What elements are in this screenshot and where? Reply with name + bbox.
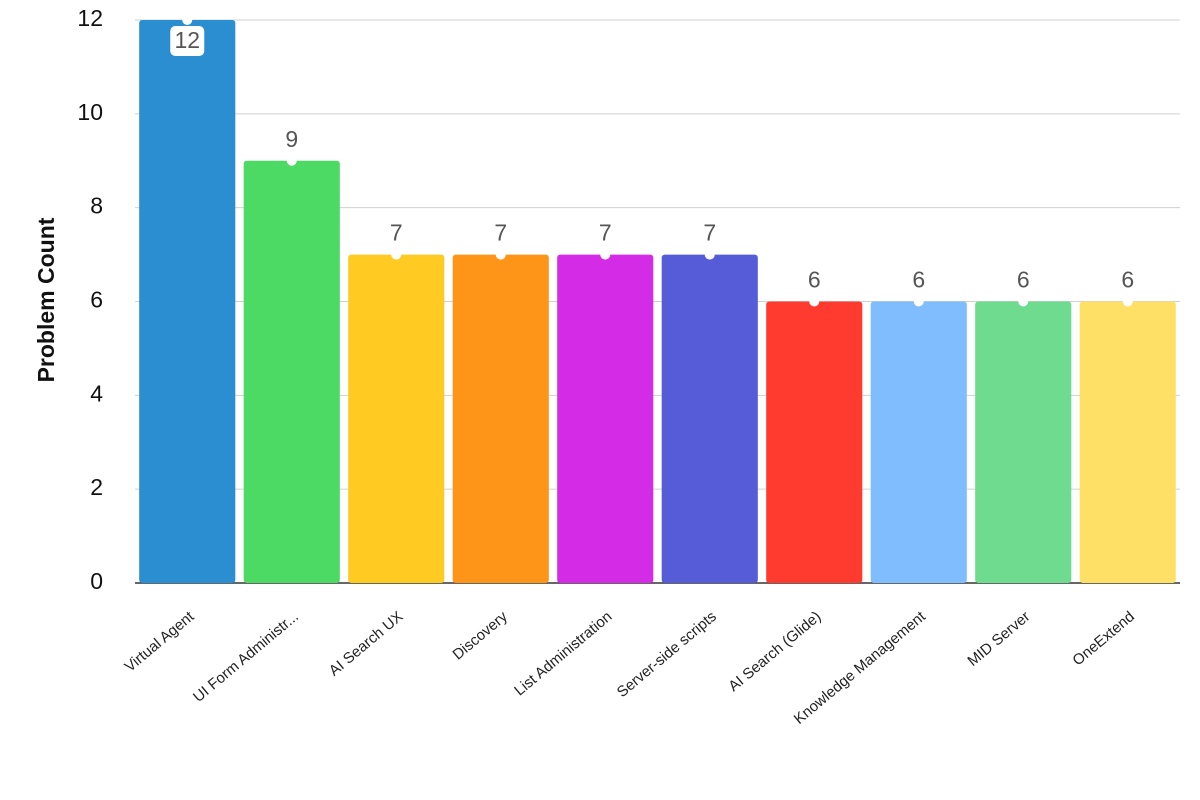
value-label: 9 (285, 126, 298, 152)
x-tick-label: UI Form Administr... (190, 608, 302, 706)
value-label: 6 (1121, 267, 1134, 293)
bar (975, 301, 1072, 583)
value-label: 6 (1017, 267, 1030, 293)
y-tick-label: 10 (77, 99, 103, 125)
x-tick-label: AI Search (Glide) (725, 608, 824, 695)
y-tick-label: 4 (90, 380, 103, 406)
bar (766, 301, 863, 583)
y-tick-label: 8 (90, 193, 103, 219)
bar (870, 301, 967, 583)
bar-notch (286, 155, 297, 166)
x-tick-label: Server-side scripts (614, 608, 720, 701)
bar (1079, 301, 1176, 583)
bar (243, 160, 340, 583)
value-label-box (170, 26, 205, 56)
x-tick-label: List Administration (511, 608, 615, 699)
bar-notch (391, 249, 402, 260)
bar (452, 254, 549, 584)
bar (348, 254, 445, 584)
x-tick-label: Discovery (449, 608, 511, 664)
bar (661, 254, 758, 584)
bar-notch (1122, 296, 1133, 307)
bar (139, 20, 236, 583)
bar-notch (495, 249, 506, 260)
y-tick-label: 6 (90, 287, 103, 313)
x-tick-label: OneExtend (1069, 608, 1137, 669)
bar-notch (704, 249, 715, 260)
value-label: 7 (599, 220, 612, 246)
value-label: 6 (808, 267, 821, 293)
x-tick-label: Virtual Agent (121, 608, 198, 676)
y-tick-label: 0 (90, 568, 103, 594)
value-label: 6 (912, 267, 925, 293)
bar (557, 254, 654, 584)
x-tick-label: AI Search UX (326, 608, 407, 679)
bar-notch (1018, 296, 1029, 307)
value-label: 12 (174, 27, 200, 53)
value-label: 7 (703, 220, 716, 246)
bar-notch (182, 15, 193, 25)
y-tick-label: 2 (90, 474, 103, 500)
y-tick-label: 12 (77, 5, 103, 31)
x-tick-label: MID Server (964, 608, 1033, 670)
value-label: 7 (390, 220, 403, 246)
bar-notch (600, 249, 611, 260)
bar-notch (809, 296, 820, 307)
value-label: 7 (494, 220, 507, 246)
y-axis-label: Problem Count (33, 217, 59, 382)
bar-notch (913, 296, 924, 307)
